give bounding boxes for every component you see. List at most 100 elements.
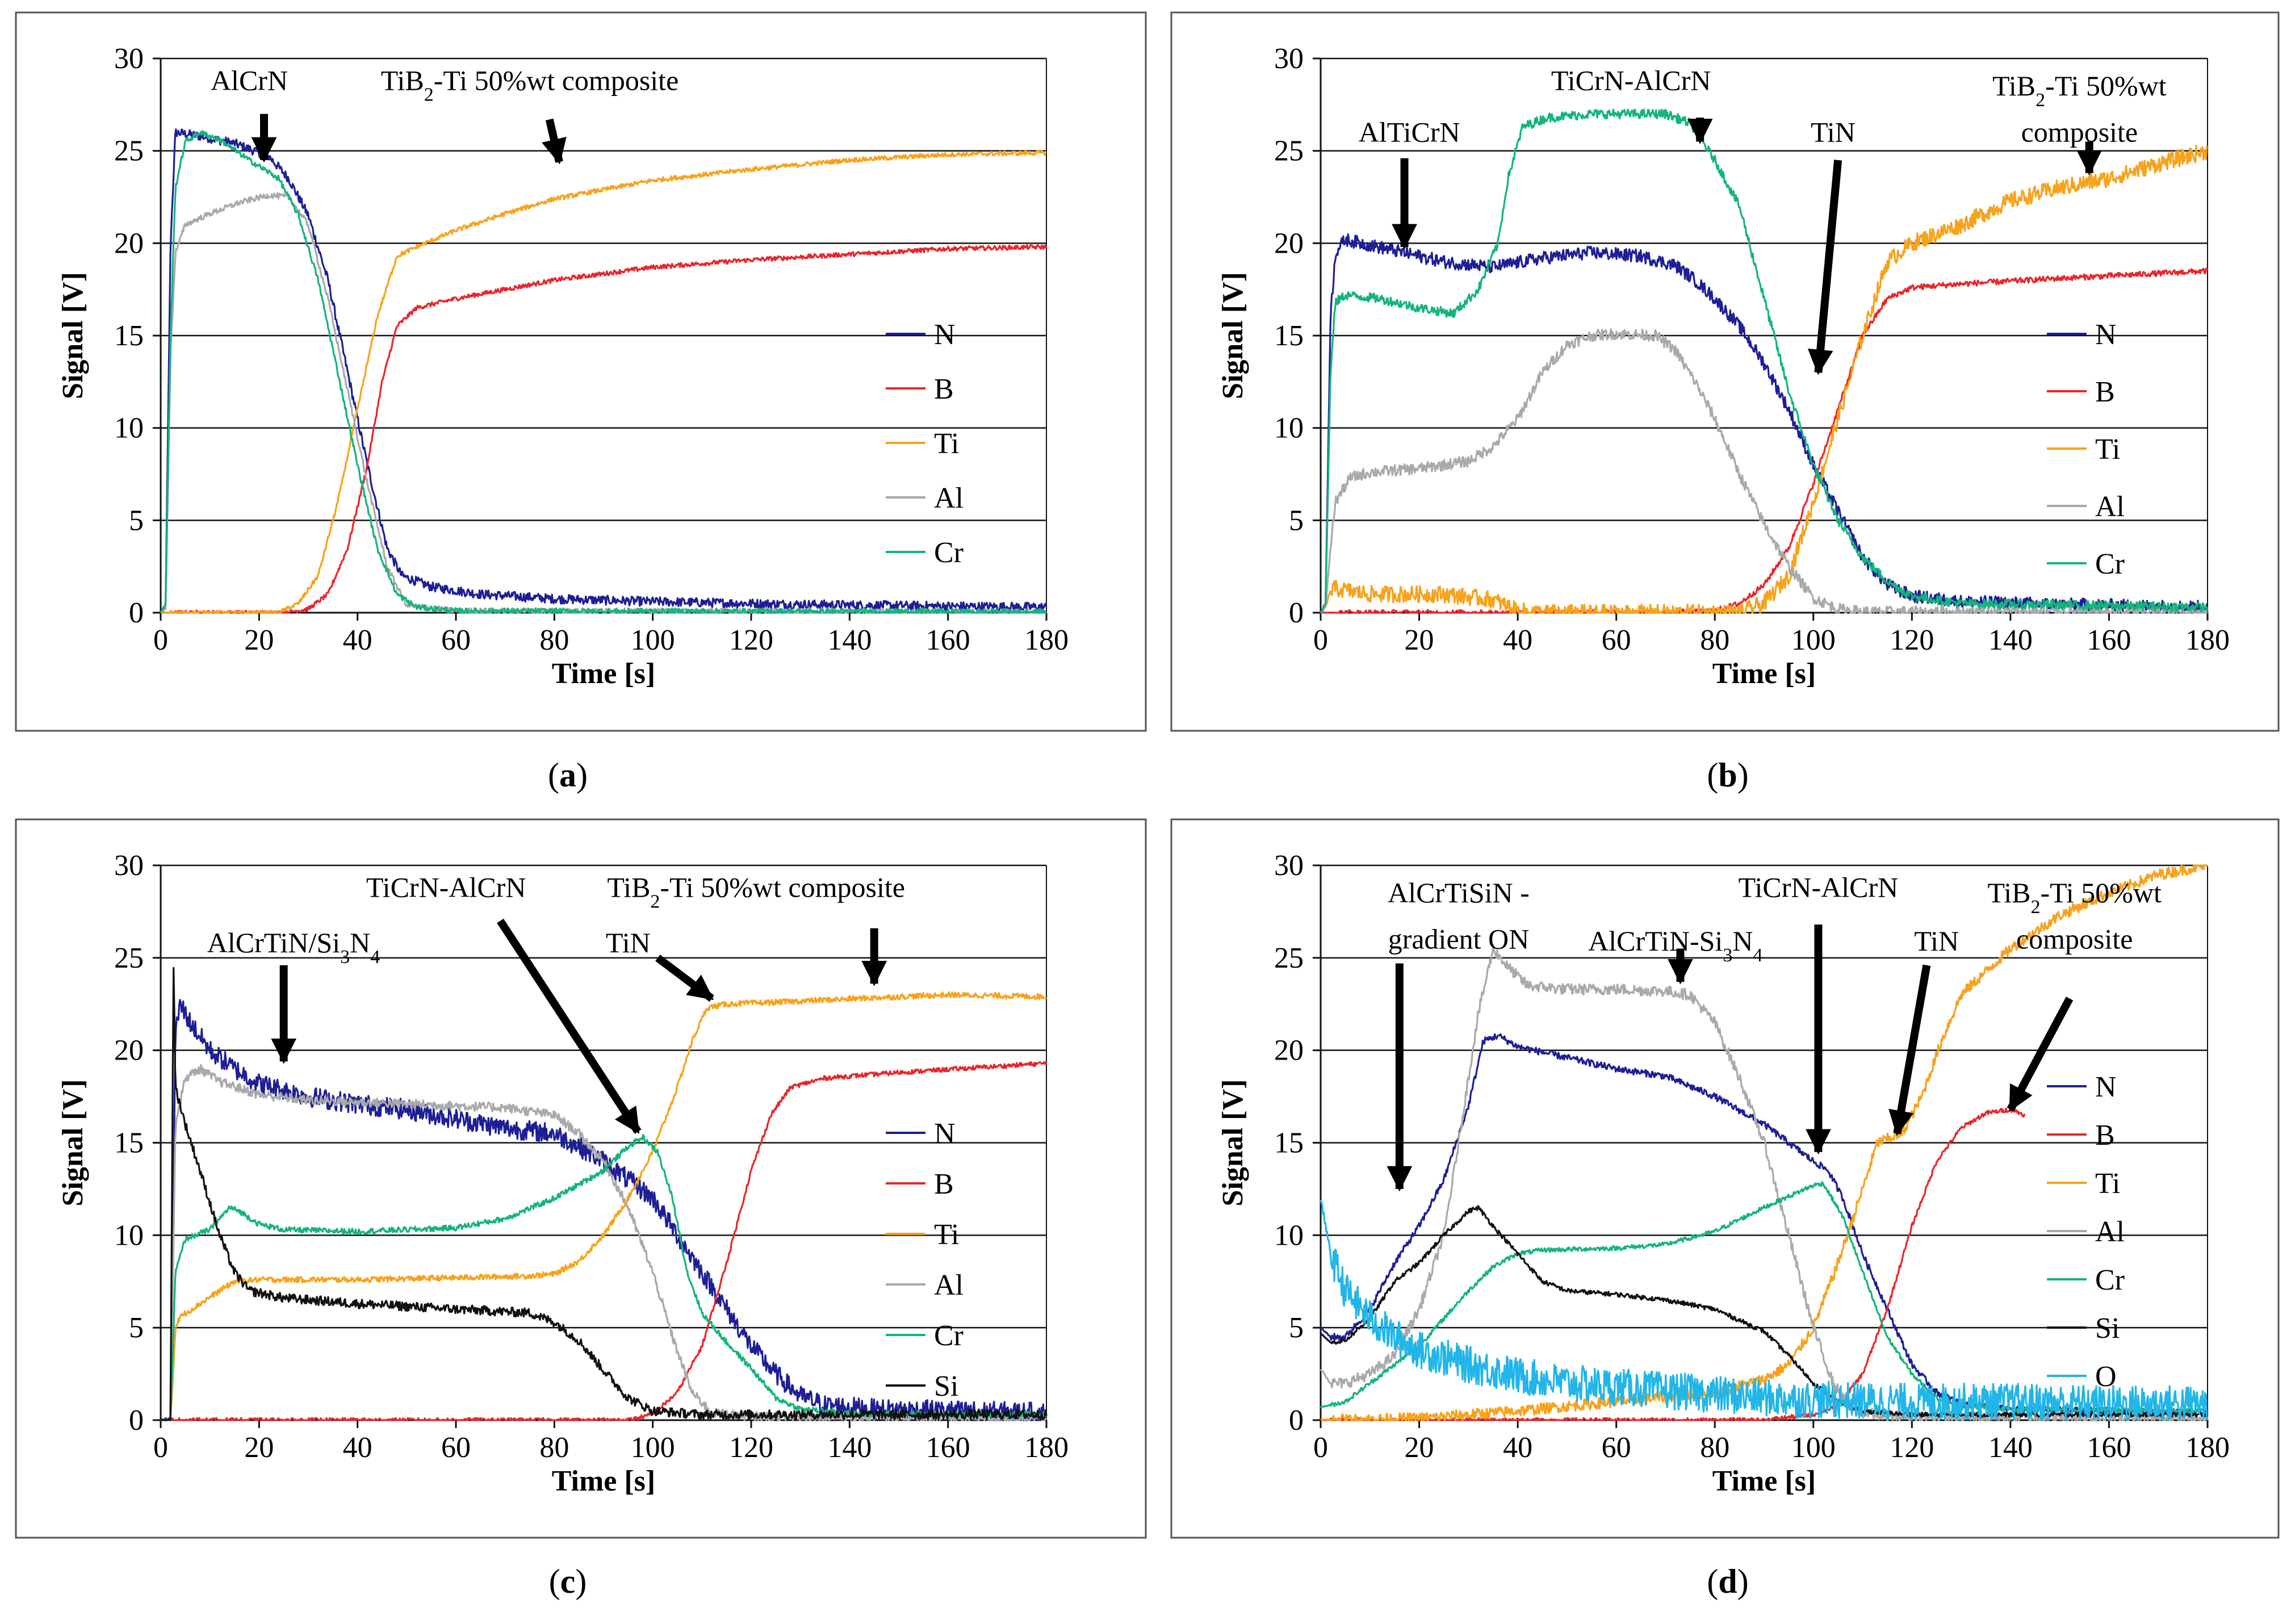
x-tick-label: 100 (1791, 1432, 1836, 1464)
x-tick-label: 80 (1700, 1432, 1729, 1464)
legend-label-B: B (2095, 376, 2115, 408)
y-tick-label: 5 (129, 504, 144, 537)
x-tick-label: 100 (631, 624, 675, 656)
x-tick-label: 40 (1503, 1432, 1532, 1464)
y-tick-label: 0 (1289, 1404, 1304, 1437)
y-tick-label: 15 (1274, 1127, 1304, 1160)
x-tick-label: 60 (441, 624, 471, 656)
y-tick-label: 30 (1274, 43, 1304, 75)
x-tick-label: 0 (1313, 624, 1328, 656)
annotation-label: TiCrN-AlCrN (366, 871, 526, 903)
x-tick-label: 180 (2185, 624, 2230, 656)
x-tick-label: 60 (1602, 624, 1631, 656)
y-tick-label: 20 (1274, 227, 1304, 259)
annotation-label: AlCrN (211, 64, 288, 96)
annotation-label: TiCrN-AlCrN (1739, 871, 1899, 903)
annotation-label: TiB2-Ti 50%wt (1987, 877, 2162, 918)
x-tick-label: 60 (441, 1432, 471, 1464)
x-tick-label: 120 (729, 1432, 773, 1464)
series-line-N (1320, 1033, 2209, 1417)
annotation-label: gradient ON (1388, 923, 1530, 955)
series-line-N (160, 128, 1048, 614)
y-tick-label: 10 (1274, 412, 1304, 445)
panel-sublabel: (a) (548, 756, 588, 794)
x-tick-label: 140 (1988, 624, 2033, 656)
y-tick-label: 30 (114, 849, 144, 882)
legend-label-N: N (934, 319, 956, 351)
series-line-Ti (160, 991, 1048, 1421)
annotation-arrow (655, 955, 714, 1002)
series-line-B (1320, 267, 2209, 614)
series-line-Ti (1320, 864, 2209, 1421)
y-tick-label: 5 (1289, 1312, 1304, 1344)
x-tick-label: 180 (1024, 624, 1069, 656)
y-tick-label: 10 (114, 412, 144, 445)
legend-label-N: N (2095, 1071, 2117, 1103)
x-tick-label: 120 (729, 624, 773, 656)
legend-label-Al: Al (2095, 1216, 2125, 1248)
series-line-Si (1320, 1205, 2209, 1418)
y-tick-label: 25 (114, 942, 144, 974)
y-tick-label: 15 (114, 320, 144, 352)
x-tick-label: 100 (1791, 624, 1836, 656)
annotation-arrow (1807, 160, 1842, 375)
x-tick-label: 0 (153, 624, 168, 656)
x-tick-label: 20 (244, 624, 274, 656)
x-axis-label: Time [s] (1712, 1465, 1816, 1497)
annotation-label: TiN (1914, 925, 1959, 957)
annotation-label: composite (2016, 923, 2133, 955)
legend-label-O: O (2095, 1361, 2117, 1393)
legend-label-Cr: Cr (934, 1320, 964, 1352)
x-axis-label: Time [s] (1712, 658, 1816, 690)
panel-sublabel: (d) (1707, 1563, 1748, 1600)
panel-c: 0 20 40 60 80 100 120 140 160 180 0 5 10 15 20 25 30 Time… (15, 818, 1147, 1539)
y-tick-label: 20 (1274, 1035, 1304, 1067)
x-tick-label: 40 (1503, 624, 1532, 656)
x-axis-label: Time [s] (552, 658, 655, 690)
x-tick-label: 60 (1602, 1432, 1631, 1464)
x-tick-label: 40 (343, 1432, 372, 1464)
annotation-label: AlCrTiSiN - (1388, 877, 1530, 909)
panel-sublabel: (c) (549, 1563, 587, 1600)
x-tick-label: 140 (827, 1432, 872, 1464)
x-tick-label: 160 (926, 1432, 970, 1464)
y-tick-label: 30 (114, 43, 144, 75)
annotation-label: TiN (1811, 116, 1856, 148)
legend-label-Si: Si (934, 1370, 958, 1403)
panel-a: 0 20 40 60 80 100 120 140 160 180 0 5 10 15 20 25 30 Time… (15, 11, 1147, 732)
panel-frame (15, 818, 1147, 1539)
x-tick-label: 140 (827, 624, 872, 656)
legend-label-Al: Al (2095, 491, 2125, 523)
series-line-Al (1320, 328, 2208, 614)
y-tick-label: 0 (1289, 597, 1304, 629)
y-tick-label: 5 (1289, 504, 1304, 537)
y-axis-label: Signal [V] (57, 1079, 89, 1207)
panel-sublabel: (b) (1707, 756, 1748, 794)
legend-label-Si: Si (2095, 1312, 2120, 1345)
panel-d: 0 20 40 60 80 100 120 140 160 180 0 5 10 15 20 25 30 Time… (1170, 818, 2280, 1539)
x-tick-label: 40 (343, 624, 372, 656)
annotation-label: TiCrN-AlCrN (1551, 64, 1711, 96)
y-tick-label: 15 (114, 1127, 144, 1160)
x-tick-label: 80 (1700, 624, 1729, 656)
annotation-arrow (2007, 997, 2074, 1112)
legend-label-N: N (934, 1117, 956, 1150)
x-tick-label: 160 (2087, 1432, 2131, 1464)
y-tick-label: 0 (129, 1404, 144, 1437)
y-tick-label: 15 (1274, 320, 1304, 352)
series-line-Cr (160, 129, 1047, 614)
y-tick-label: 30 (1274, 849, 1304, 882)
legend-label-N: N (2095, 319, 2117, 351)
x-tick-label: 80 (539, 1432, 569, 1464)
y-tick-label: 0 (129, 597, 144, 629)
legend-label-Ti: Ti (2095, 433, 2120, 466)
legend-label-Cr: Cr (2095, 548, 2125, 580)
legend-label-Ti: Ti (934, 428, 959, 460)
y-axis-label: Signal [V] (1217, 1079, 1249, 1207)
annotation-label: TiN (606, 927, 651, 959)
series-line-B (160, 244, 1048, 614)
annotation-label: AlTiCrN (1359, 116, 1460, 148)
y-tick-label: 20 (114, 227, 144, 259)
legend-label-B: B (2095, 1119, 2115, 1152)
